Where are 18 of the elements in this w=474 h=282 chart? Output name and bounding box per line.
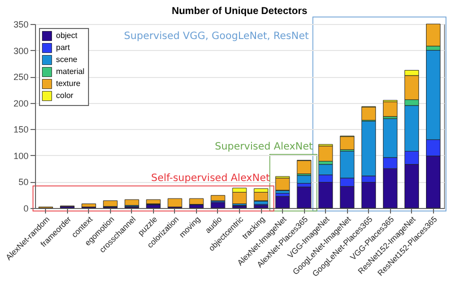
legend-label: color — [56, 91, 74, 100]
y-tick-label: 50 — [18, 177, 28, 188]
legend-label: texture — [56, 79, 82, 88]
annotation: Self-supervised AlexNet — [151, 172, 270, 184]
legend-label: material — [56, 67, 85, 76]
y-tick-label: 100 — [13, 150, 28, 161]
annotation: Supervised AlexNet — [214, 141, 313, 152]
y-tick-label: 150 — [13, 124, 28, 135]
y-tick-label: 200 — [13, 98, 28, 108]
y-tick-label: 300 — [13, 46, 28, 56]
legend-label: scene — [56, 55, 78, 64]
legend-label: object — [56, 31, 78, 40]
y-tick-label: 0 — [23, 204, 28, 214]
legend-label: part — [56, 43, 71, 52]
chart-title: Number of Unique Detectors — [172, 6, 308, 17]
y-tick-label: 350 — [13, 20, 28, 30]
annotation: Supervised VGG, GoogLeNet, ResNet — [124, 31, 309, 42]
y-tick-label: 250 — [13, 72, 28, 82]
